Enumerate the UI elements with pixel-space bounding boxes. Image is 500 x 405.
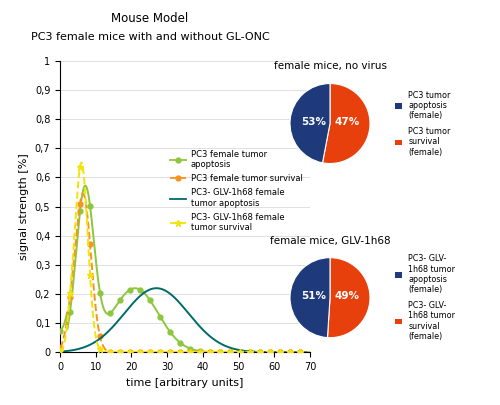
X-axis label: time [arbitrary units]: time [arbitrary units]	[126, 377, 244, 388]
Legend: PC3 female tumor
apoptosis, PC3 female tumor survival, PC3- GLV-1h68 female
tumo: PC3 female tumor apoptosis, PC3 female t…	[166, 147, 306, 235]
Title: female mice, GLV-1h68: female mice, GLV-1h68	[270, 236, 390, 245]
Title: female mice, no virus: female mice, no virus	[274, 62, 386, 71]
Wedge shape	[290, 258, 330, 338]
Text: Mouse Model: Mouse Model	[112, 12, 188, 25]
Wedge shape	[328, 258, 370, 338]
Text: 49%: 49%	[334, 291, 359, 301]
Text: 53%: 53%	[300, 117, 326, 126]
Wedge shape	[322, 83, 370, 164]
Text: 47%: 47%	[334, 117, 359, 126]
Legend: PC3- GLV-
1h68 tumor
apoptosis
(female), PC3- GLV-
1h68 tumor
survival
(female): PC3- GLV- 1h68 tumor apoptosis (female),…	[392, 251, 458, 344]
Y-axis label: signal strength [%]: signal strength [%]	[19, 153, 29, 260]
Text: 51%: 51%	[300, 291, 326, 301]
Legend: PC3 tumor
apoptosis
(female), PC3 tumor
survival
(female): PC3 tumor apoptosis (female), PC3 tumor …	[392, 87, 454, 160]
Text: PC3 female mice with and without GL-ONC: PC3 female mice with and without GL-ONC	[30, 32, 270, 43]
Wedge shape	[290, 83, 330, 163]
